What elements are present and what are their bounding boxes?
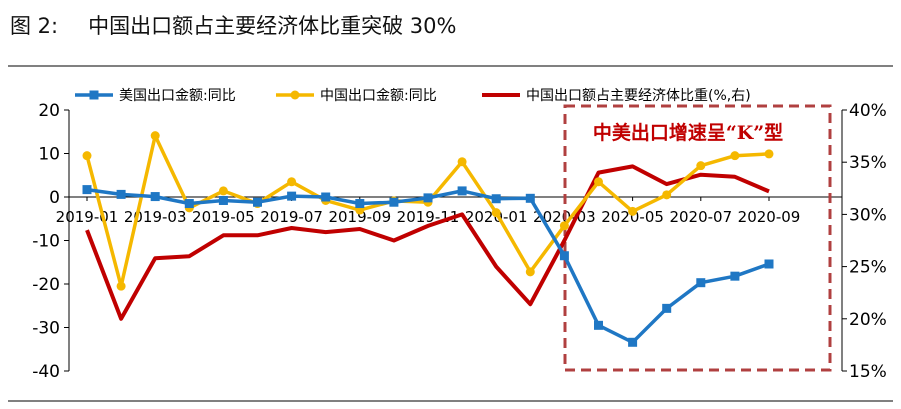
- series-line-china-share: [85, 164, 770, 321]
- y-left-tick-label: -30: [32, 319, 60, 339]
- data-point-us-export: [457, 186, 467, 196]
- x-tick-label: 2020-09: [738, 208, 801, 226]
- data-point-china-export: [150, 131, 160, 141]
- x-tick-label: 2020-05: [601, 208, 664, 226]
- series-group: [82, 131, 774, 347]
- data-point-us-export: [116, 189, 126, 199]
- data-point-china-export: [116, 281, 126, 291]
- y-left-tick-label: -40: [32, 362, 60, 382]
- legend-marker-china-export: [290, 90, 300, 100]
- data-point-us-export: [423, 193, 433, 203]
- data-point-us-export: [355, 199, 365, 209]
- y-right-tick-label: 40%: [849, 101, 887, 121]
- data-point-us-export: [696, 278, 706, 288]
- data-point-us-export: [82, 185, 92, 195]
- data-point-us-export: [525, 193, 535, 203]
- data-point-us-export: [764, 259, 774, 269]
- data-point-us-export: [389, 197, 399, 207]
- y-right-tick-label: 20%: [849, 310, 887, 330]
- x-tick-label: 2019-01: [56, 208, 119, 226]
- annotation-box: 中美出口增速呈“K”型: [563, 104, 832, 372]
- data-point-china-export: [764, 149, 774, 159]
- data-point-us-export: [491, 194, 501, 204]
- data-point-china-export: [457, 157, 467, 167]
- y-left-tick-label: -20: [32, 275, 60, 295]
- data-point-china-export: [696, 161, 706, 171]
- y-left-tick-label: 20: [38, 101, 60, 121]
- data-point-china-export: [730, 151, 740, 161]
- data-point-china-export: [525, 267, 535, 277]
- y-left-tick-label: -10: [32, 232, 60, 252]
- data-point-us-export: [662, 303, 672, 313]
- data-point-us-export: [730, 271, 740, 281]
- data-point-us-export: [218, 195, 228, 205]
- figure-title: 图 2: 中国出口额占主要经济体比重突破 30%: [10, 10, 456, 40]
- axes: 20 10 0 -10 -20 -30 -40 40% 35% 30% 25% 20% 15% 2019-…: [32, 101, 887, 382]
- data-point-china-export: [559, 221, 569, 231]
- data-point-china-export: [628, 206, 638, 216]
- y-right-tick-label: 35%: [849, 153, 887, 173]
- legend-label-china-share: 中国出口额占主要经济体比重(%,右): [526, 88, 751, 104]
- data-point-china-export: [594, 177, 603, 187]
- x-tick-label: 2020-07: [669, 208, 732, 226]
- data-point-china-export: [491, 208, 501, 218]
- y-left-tick-label: 10: [38, 145, 60, 165]
- x-tick-label: 2019-07: [260, 208, 323, 226]
- data-point-us-export: [184, 199, 194, 209]
- data-point-us-export: [150, 192, 160, 202]
- annotation-dashed-box: [563, 104, 832, 372]
- data-point-us-export: [321, 192, 331, 202]
- y-right-tick-label: 25%: [849, 258, 887, 278]
- annotation-text: 中美出口增速呈“K”型: [593, 121, 783, 144]
- data-point-us-export: [287, 191, 297, 201]
- figure-title-text: 中国出口额占主要经济体比重突破 30%: [88, 14, 457, 38]
- y-left-tick-label: 0: [49, 188, 60, 208]
- data-point-china-export: [287, 177, 297, 187]
- data-point-us-export: [559, 251, 569, 261]
- y-right-tick-label: 15%: [849, 362, 887, 382]
- legend-label-china-export: 中国出口金额:同比: [320, 88, 437, 104]
- data-point-china-export: [82, 151, 92, 161]
- data-point-china-export: [662, 190, 672, 200]
- legend-marker-us-export: [89, 90, 99, 100]
- x-tick-label: 2019-09: [328, 208, 391, 226]
- data-point-china-export: [218, 186, 228, 196]
- data-point-us-export: [628, 337, 638, 347]
- figure-label: 图 2:: [10, 14, 59, 38]
- data-point-us-export: [253, 197, 262, 207]
- legend-label-us-export: 美国出口金额:同比: [119, 88, 236, 104]
- x-tick-label: 2019-03: [124, 208, 187, 226]
- y-right-tick-label: 30%: [849, 205, 887, 225]
- legend: 美国出口金额:同比 中国出口金额:同比 中国出口额占主要经济体比重(%,右): [75, 88, 751, 104]
- x-tick-label: 2019-05: [192, 208, 255, 226]
- data-point-us-export: [594, 320, 603, 330]
